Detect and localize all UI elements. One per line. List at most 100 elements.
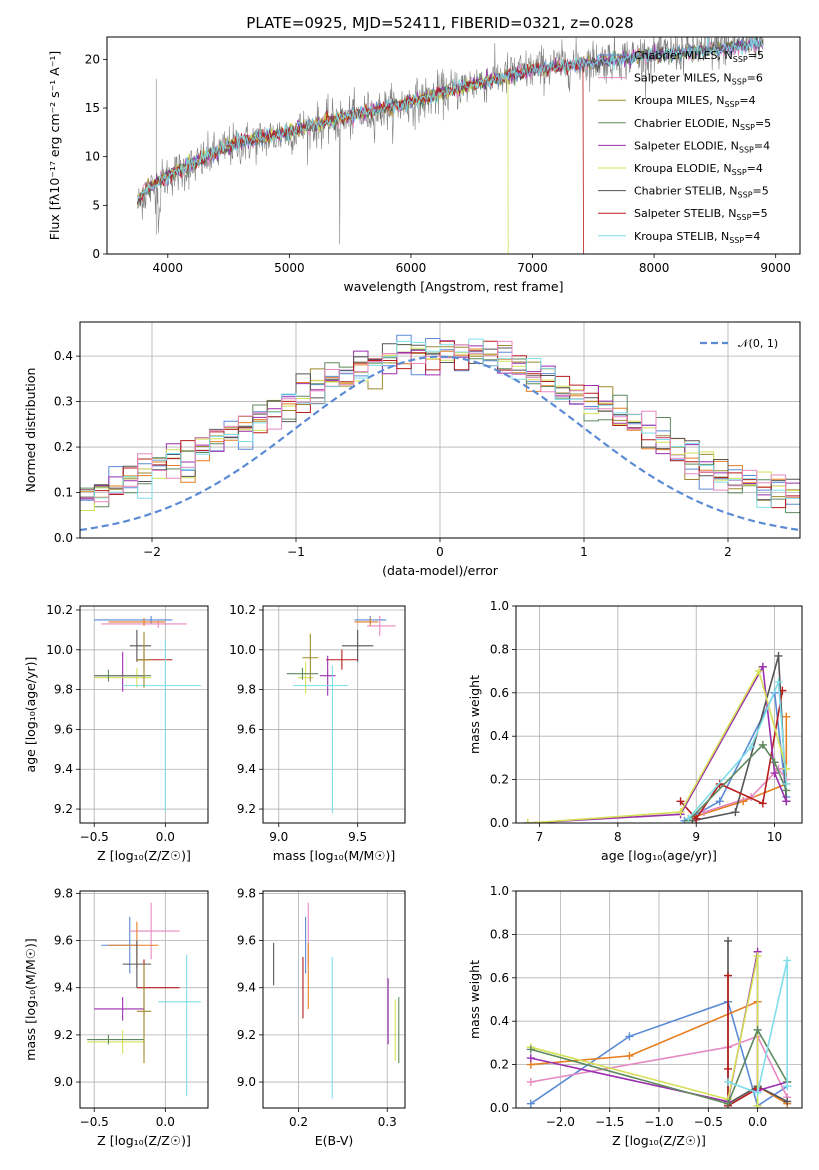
y-tick-label: 20 — [85, 52, 100, 66]
y-tick-label: 0.2 — [490, 773, 509, 787]
x-tick-label: −1 — [287, 545, 305, 559]
data-point — [129, 629, 152, 662]
x-axis-label: age [log₁₀(age/yr)] — [601, 848, 717, 863]
axes-frame — [106, 36, 801, 255]
x-tick-label: 9000 — [760, 261, 791, 275]
weight-marker — [783, 1082, 792, 1091]
legend-label: Chabrier MILES, NSSP=5 — [634, 49, 764, 64]
legend-sub: SSP — [740, 123, 755, 132]
y-tick-label: 9.6 — [237, 722, 256, 736]
weight-line — [530, 1028, 788, 1105]
data-point — [87, 1030, 144, 1054]
y-tick-label: 5 — [92, 198, 100, 212]
model-spectrum — [136, 37, 764, 202]
weight-line — [687, 681, 788, 820]
legend-sub: SSP — [732, 168, 747, 177]
legend-label: Kroupa STELIB, NSSP=4 — [634, 230, 760, 245]
y-tick-label: 10.2 — [229, 603, 256, 617]
data-point — [136, 631, 152, 688]
weight-marker — [724, 936, 733, 945]
weight-marker — [753, 952, 762, 961]
data-point — [94, 669, 152, 682]
mass-vs-Z-panel: −0.5 0.0 9.0 9.2 9.4 9.6 9.8 Z [log₁₀(Z/Z☉)] mas… — [23, 886, 209, 1148]
x-axis-label: Z [log₁₀(Z/Z☉)] — [97, 1133, 191, 1148]
weight-marker — [715, 797, 724, 806]
y-axis-label: mass weight — [467, 675, 482, 754]
weight-marker — [782, 712, 791, 721]
weight-line — [527, 669, 788, 823]
y-tick-label: 9.2 — [54, 1028, 73, 1042]
data-point — [136, 964, 152, 1064]
weight-marker — [684, 814, 693, 823]
legend-sub: SSP — [736, 213, 751, 222]
x-tick-label: 0 — [436, 545, 444, 559]
weight-marker — [625, 1051, 634, 1060]
y-tick-label: 0.2 — [54, 440, 73, 454]
x-axis-label: Z [log₁₀(Z/Z☉)] — [612, 1133, 706, 1148]
weight-marker — [692, 814, 701, 823]
x-tick-label: −1.0 — [644, 1115, 673, 1129]
mass-weight-vs-Z-plot-area — [526, 936, 792, 1108]
x-tick-label: 9.5 — [348, 830, 367, 844]
weight-series — [688, 651, 791, 823]
y-tick-label: 9.6 — [237, 934, 256, 948]
weight-marker — [523, 819, 532, 823]
axes-frame — [515, 605, 803, 824]
y-axis-label: Flux [fλ10⁻¹⁷ erg cm⁻² s⁻¹ A⁻¹] — [47, 51, 62, 240]
y-tick-label: 1.0 — [490, 599, 509, 613]
weight-marker — [774, 677, 783, 686]
weight-marker — [676, 797, 685, 806]
y-tick-label: 0.4 — [490, 729, 509, 743]
age-vs-mass-plot-area — [286, 615, 396, 814]
legend-name: Kroupa MILES, N — [634, 94, 724, 107]
y-tick-label: 9.4 — [237, 981, 256, 995]
residual-histogram — [80, 340, 800, 503]
data-point — [292, 665, 349, 814]
figure-title: PLATE=0925, MJD=52411, FIBERID=0321, z=0… — [246, 14, 633, 32]
x-tick-label: 9.0 — [269, 830, 288, 844]
x-axis-label: wavelength [Angstrom, rest frame] — [343, 279, 563, 294]
y-tick-label: 9.8 — [54, 886, 73, 900]
y-tick-label: 0.4 — [490, 1014, 509, 1028]
axes-frame — [79, 890, 209, 1109]
y-tick-label: 10 — [85, 150, 100, 164]
data-point — [122, 639, 201, 812]
weight-marker — [782, 779, 791, 788]
mass-weight-vs-age-panel: 7 8 9 10 0.0 0.2 0.4 0.6 0.8 1.0 age [log₁₀(age/yr… — [467, 599, 803, 863]
mass-vs-EBV-plot-area — [273, 902, 400, 1099]
weight-marker — [782, 797, 791, 806]
legend-name: Kroupa ELODIE, N — [634, 162, 732, 175]
x-axis-label: mass [log₁₀(M/M☉)] — [273, 848, 395, 863]
weight-line — [687, 743, 788, 822]
age-vs-mass-panel: 9.0 9.5 9.2 9.4 9.6 9.8 10.0 10.2 mass [log₁₀(M/… — [229, 603, 406, 863]
weight-marker — [758, 799, 767, 808]
weight-marker — [625, 1032, 634, 1041]
x-tick-label: 8 — [614, 830, 622, 844]
legend-label: 𝒩(0, 1) — [738, 337, 778, 350]
legend-sub: SSP — [732, 78, 747, 87]
x-tick-label: −0.5 — [80, 830, 109, 844]
y-tick-label: 0.4 — [54, 349, 73, 363]
legend-suffix: =6 — [747, 72, 763, 85]
x-tick-label: 2 — [724, 545, 732, 559]
residuals-panel: −2 −1 0 1 2 0.0 0.1 0.2 0.3 0.4 (data-model)/error… — [23, 321, 801, 578]
y-tick-label: 0 — [92, 247, 100, 261]
weight-marker — [724, 1077, 733, 1086]
data-point — [129, 902, 180, 960]
legend-label: Kroupa MILES, NSSP=4 — [634, 94, 756, 109]
legend-name: Chabrier MILES, N — [634, 49, 733, 62]
legend-sub: SSP — [724, 100, 739, 109]
y-tick-label: 9.6 — [54, 722, 73, 736]
x-tick-label: 0.2 — [289, 1115, 308, 1129]
residuals-plot-area — [80, 334, 800, 532]
y-tick-label: 0.2 — [490, 1058, 509, 1072]
y-tick-label: 9.4 — [54, 981, 73, 995]
y-tick-label: 1.0 — [490, 884, 509, 898]
data-point — [286, 667, 319, 680]
data-point — [341, 629, 374, 662]
y-tick-label: 9.6 — [54, 934, 73, 948]
y-tick-label: 0.6 — [490, 971, 509, 985]
y-tick-label: 9.4 — [237, 762, 256, 776]
weight-marker — [526, 1099, 535, 1108]
data-point — [136, 959, 180, 1017]
